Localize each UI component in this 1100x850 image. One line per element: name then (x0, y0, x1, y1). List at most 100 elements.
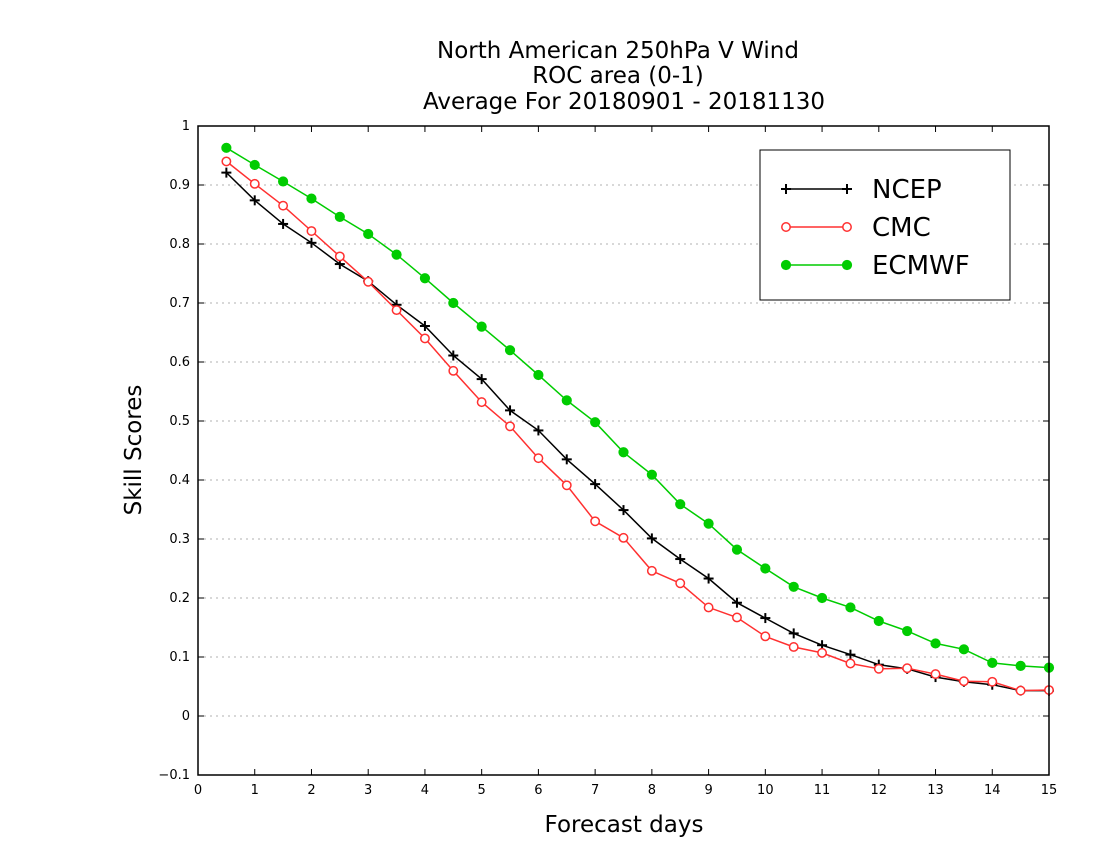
data-point-cmc (703, 602, 714, 613)
y-tick-label: 0.3 (169, 532, 190, 547)
x-tick-label: 8 (648, 783, 656, 798)
data-point-ncep (221, 167, 232, 178)
legend-label-cmc: CMC (872, 213, 931, 243)
data-point-cmc (476, 397, 487, 408)
data-point-ecmwf (249, 159, 260, 171)
legend-label-ncep: NCEP (872, 175, 942, 205)
y-tick-label: 0.2 (169, 591, 190, 606)
x-tick-label: 5 (478, 783, 486, 798)
data-point-ncep (731, 597, 742, 608)
legend: NCEP CMC ECMWF (759, 149, 1011, 301)
data-point-ecmwf (590, 417, 601, 428)
data-point-cmc (930, 669, 941, 680)
data-point-ecmwf (760, 563, 771, 574)
data-point-ecmwf (618, 447, 629, 458)
series-line-ecmwf (226, 147, 1050, 669)
plot-frame (197, 125, 1050, 776)
data-point-cmc (561, 480, 572, 491)
data-point-ncep (845, 649, 856, 660)
data-point-ncep (760, 613, 771, 624)
y-tick-label: −0.1 (158, 768, 190, 783)
data-point-ncep (788, 628, 799, 639)
data-point-ncep (476, 374, 487, 385)
data-point-ecmwf (306, 193, 317, 204)
x-tick-label: 9 (704, 783, 712, 798)
data-point-cmc (363, 276, 374, 287)
data-point-ecmwf (675, 499, 686, 510)
data-point-cmc (987, 676, 998, 687)
y-axis-ticks: −0.1 0 0.1 0.2 0.3 0.4 0.5 0.6 0.7 0.8 0.9 1 (158, 119, 1049, 783)
y-tick-label: 0.6 (169, 355, 190, 370)
data-point-ncep (306, 237, 317, 248)
y-tick-label: 0.8 (169, 237, 190, 252)
legend-marker-cmc (781, 222, 791, 232)
data-point-cmc (646, 565, 657, 576)
data-point-ecmwf (958, 644, 970, 655)
title-line-1: North American 250hPa V Wind (437, 38, 799, 64)
legend-label-ecmwf: ECMWF (872, 251, 970, 281)
chart-title: North American 250hPa V Wind ROC area (0… (423, 38, 825, 115)
legend-marker-ncep (842, 184, 852, 194)
y-axis-label: Skill Scores (121, 385, 147, 516)
data-point-ecmwf (646, 469, 657, 480)
x-tick-label: 3 (364, 783, 372, 798)
series-ecmwf (221, 142, 1055, 673)
legend-marker-cmc (842, 222, 852, 232)
x-tick-label: 7 (591, 783, 599, 798)
data-point-ecmwf (873, 615, 884, 627)
data-point-cmc (306, 226, 317, 236)
x-tick-label: 13 (927, 783, 944, 798)
data-point-ecmwf (278, 176, 289, 187)
y-tick-label: 0.9 (169, 178, 190, 193)
data-point-ecmwf (731, 544, 743, 555)
title-line-3: Average For 20180901 - 20181130 (423, 89, 825, 115)
data-point-ecmwf (561, 395, 572, 406)
x-tick-label: 6 (534, 783, 542, 798)
data-point-cmc (505, 421, 515, 432)
x-tick-label: 2 (307, 783, 315, 798)
data-point-cmc (391, 305, 402, 316)
data-point-ncep (533, 425, 544, 436)
data-point-ncep (618, 505, 629, 516)
data-point-ncep (505, 405, 516, 416)
data-point-cmc (590, 516, 601, 527)
data-point-cmc (334, 251, 345, 262)
data-point-ncep (249, 195, 260, 206)
data-point-ecmwf (1015, 660, 1026, 671)
data-point-ecmwf (902, 625, 913, 637)
data-point-cmc (760, 631, 771, 642)
x-tick-label: 4 (421, 783, 429, 798)
data-point-ecmwf (504, 345, 516, 356)
series-group (221, 142, 1055, 696)
data-point-ncep (675, 554, 686, 565)
x-tick-label: 10 (757, 783, 774, 798)
x-axis-ticks: 0 1 2 3 4 5 6 7 8 9 10 11 12 13 14 15 (194, 126, 1057, 798)
data-point-ncep (561, 454, 572, 465)
series-cmc (221, 156, 1054, 696)
data-point-ecmwf (363, 228, 374, 240)
data-point-cmc (249, 178, 260, 189)
x-tick-label: 12 (871, 783, 888, 798)
data-point-cmc (845, 658, 856, 669)
data-point-cmc (278, 200, 289, 211)
data-point-cmc (1015, 685, 1026, 696)
data-point-ncep (419, 321, 430, 332)
data-point-ncep (278, 218, 289, 229)
data-point-ecmwf (930, 638, 941, 649)
data-point-cmc (873, 663, 884, 674)
data-point-ncep (590, 479, 601, 490)
data-point-cmc (448, 365, 459, 376)
y-tick-label: 0.1 (169, 650, 190, 665)
data-point-ecmwf (816, 592, 828, 604)
data-point-cmc (419, 333, 430, 344)
x-tick-label: 0 (194, 783, 202, 798)
data-point-ecmwf (476, 321, 487, 332)
data-point-ncep (646, 533, 657, 544)
data-point-ecmwf (334, 211, 345, 222)
legend-item-ncep: NCEP (781, 175, 942, 205)
x-axis-label: Forecast days (545, 812, 704, 838)
legend-entries: NCEP CMC ECMWF (780, 175, 970, 281)
data-point-ecmwf (533, 369, 544, 381)
data-point-ecmwf (788, 581, 799, 592)
